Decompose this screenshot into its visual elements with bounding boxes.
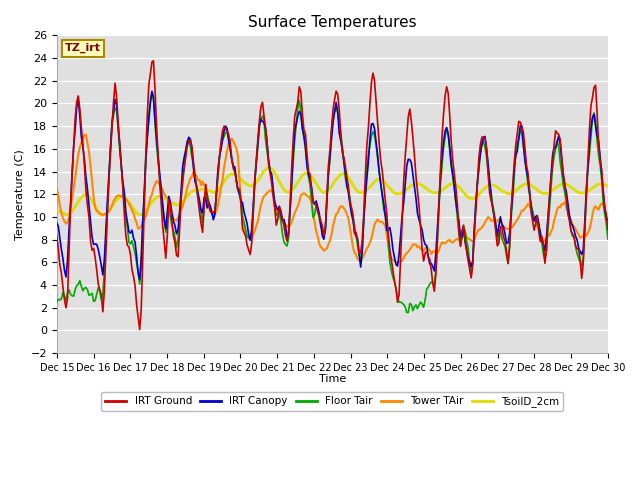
IRT Ground (297, 89, 305, 95)
Line: Tower TAir: Tower TAir (57, 135, 608, 263)
IRT Canopy (239, 200, 246, 205)
IRT Canopy (577, 249, 584, 254)
IRT Ground (53, 233, 61, 239)
TsoilD_2cm (53, 208, 61, 214)
Y-axis label: Temperature (C): Temperature (C) (15, 149, 25, 240)
IRT Ground (136, 327, 143, 333)
Floor Tair (53, 300, 61, 305)
IRT Ground (220, 123, 228, 129)
Tower TAir (122, 196, 130, 202)
Floor Tair (148, 90, 156, 96)
IRT Canopy (148, 88, 156, 94)
X-axis label: Time: Time (319, 374, 346, 384)
TsoilD_2cm (246, 183, 254, 189)
Title: Surface Temperatures: Surface Temperatures (248, 15, 417, 30)
Floor Tair (246, 236, 254, 242)
IRT Ground (248, 240, 255, 246)
Line: Floor Tair: Floor Tair (57, 93, 608, 312)
Floor Tair (237, 196, 245, 202)
IRT Ground (150, 58, 157, 64)
Tower TAir (246, 237, 254, 242)
Floor Tair (296, 97, 303, 103)
TsoilD_2cm (297, 174, 305, 180)
Tower TAir (53, 186, 61, 192)
TsoilD_2cm (265, 165, 273, 171)
Legend: IRT Ground, IRT Canopy, Floor Tair, Tower TAir, TsoilD_2cm: IRT Ground, IRT Canopy, Floor Tair, Towe… (101, 392, 563, 411)
IRT Ground (120, 211, 128, 217)
IRT Canopy (136, 277, 143, 283)
IRT Canopy (53, 220, 61, 226)
IRT Ground (239, 226, 246, 232)
Floor Tair (120, 201, 128, 207)
Tower TAir (604, 217, 612, 223)
Floor Tair (404, 310, 412, 315)
Tower TAir (392, 260, 400, 265)
Floor Tair (219, 137, 227, 143)
TsoilD_2cm (219, 181, 227, 187)
IRT Ground (604, 227, 612, 233)
TsoilD_2cm (237, 176, 245, 182)
IRT Canopy (120, 189, 128, 195)
Line: IRT Canopy: IRT Canopy (57, 91, 608, 280)
Tower TAir (296, 199, 303, 204)
TsoilD_2cm (99, 212, 107, 218)
Tower TAir (577, 235, 584, 240)
TsoilD_2cm (122, 195, 130, 201)
Floor Tair (577, 259, 584, 265)
Tower TAir (82, 132, 90, 138)
TsoilD_2cm (577, 190, 584, 196)
Line: IRT Ground: IRT Ground (57, 61, 608, 330)
Tower TAir (237, 199, 245, 204)
IRT Canopy (220, 128, 228, 134)
IRT Ground (577, 257, 584, 263)
Text: TZ_irt: TZ_irt (65, 43, 101, 53)
Floor Tair (604, 236, 612, 242)
Tower TAir (219, 177, 227, 182)
TsoilD_2cm (604, 183, 612, 189)
Line: TsoilD_2cm: TsoilD_2cm (57, 168, 608, 215)
IRT Canopy (248, 227, 255, 232)
IRT Canopy (297, 111, 305, 117)
IRT Canopy (604, 217, 612, 223)
